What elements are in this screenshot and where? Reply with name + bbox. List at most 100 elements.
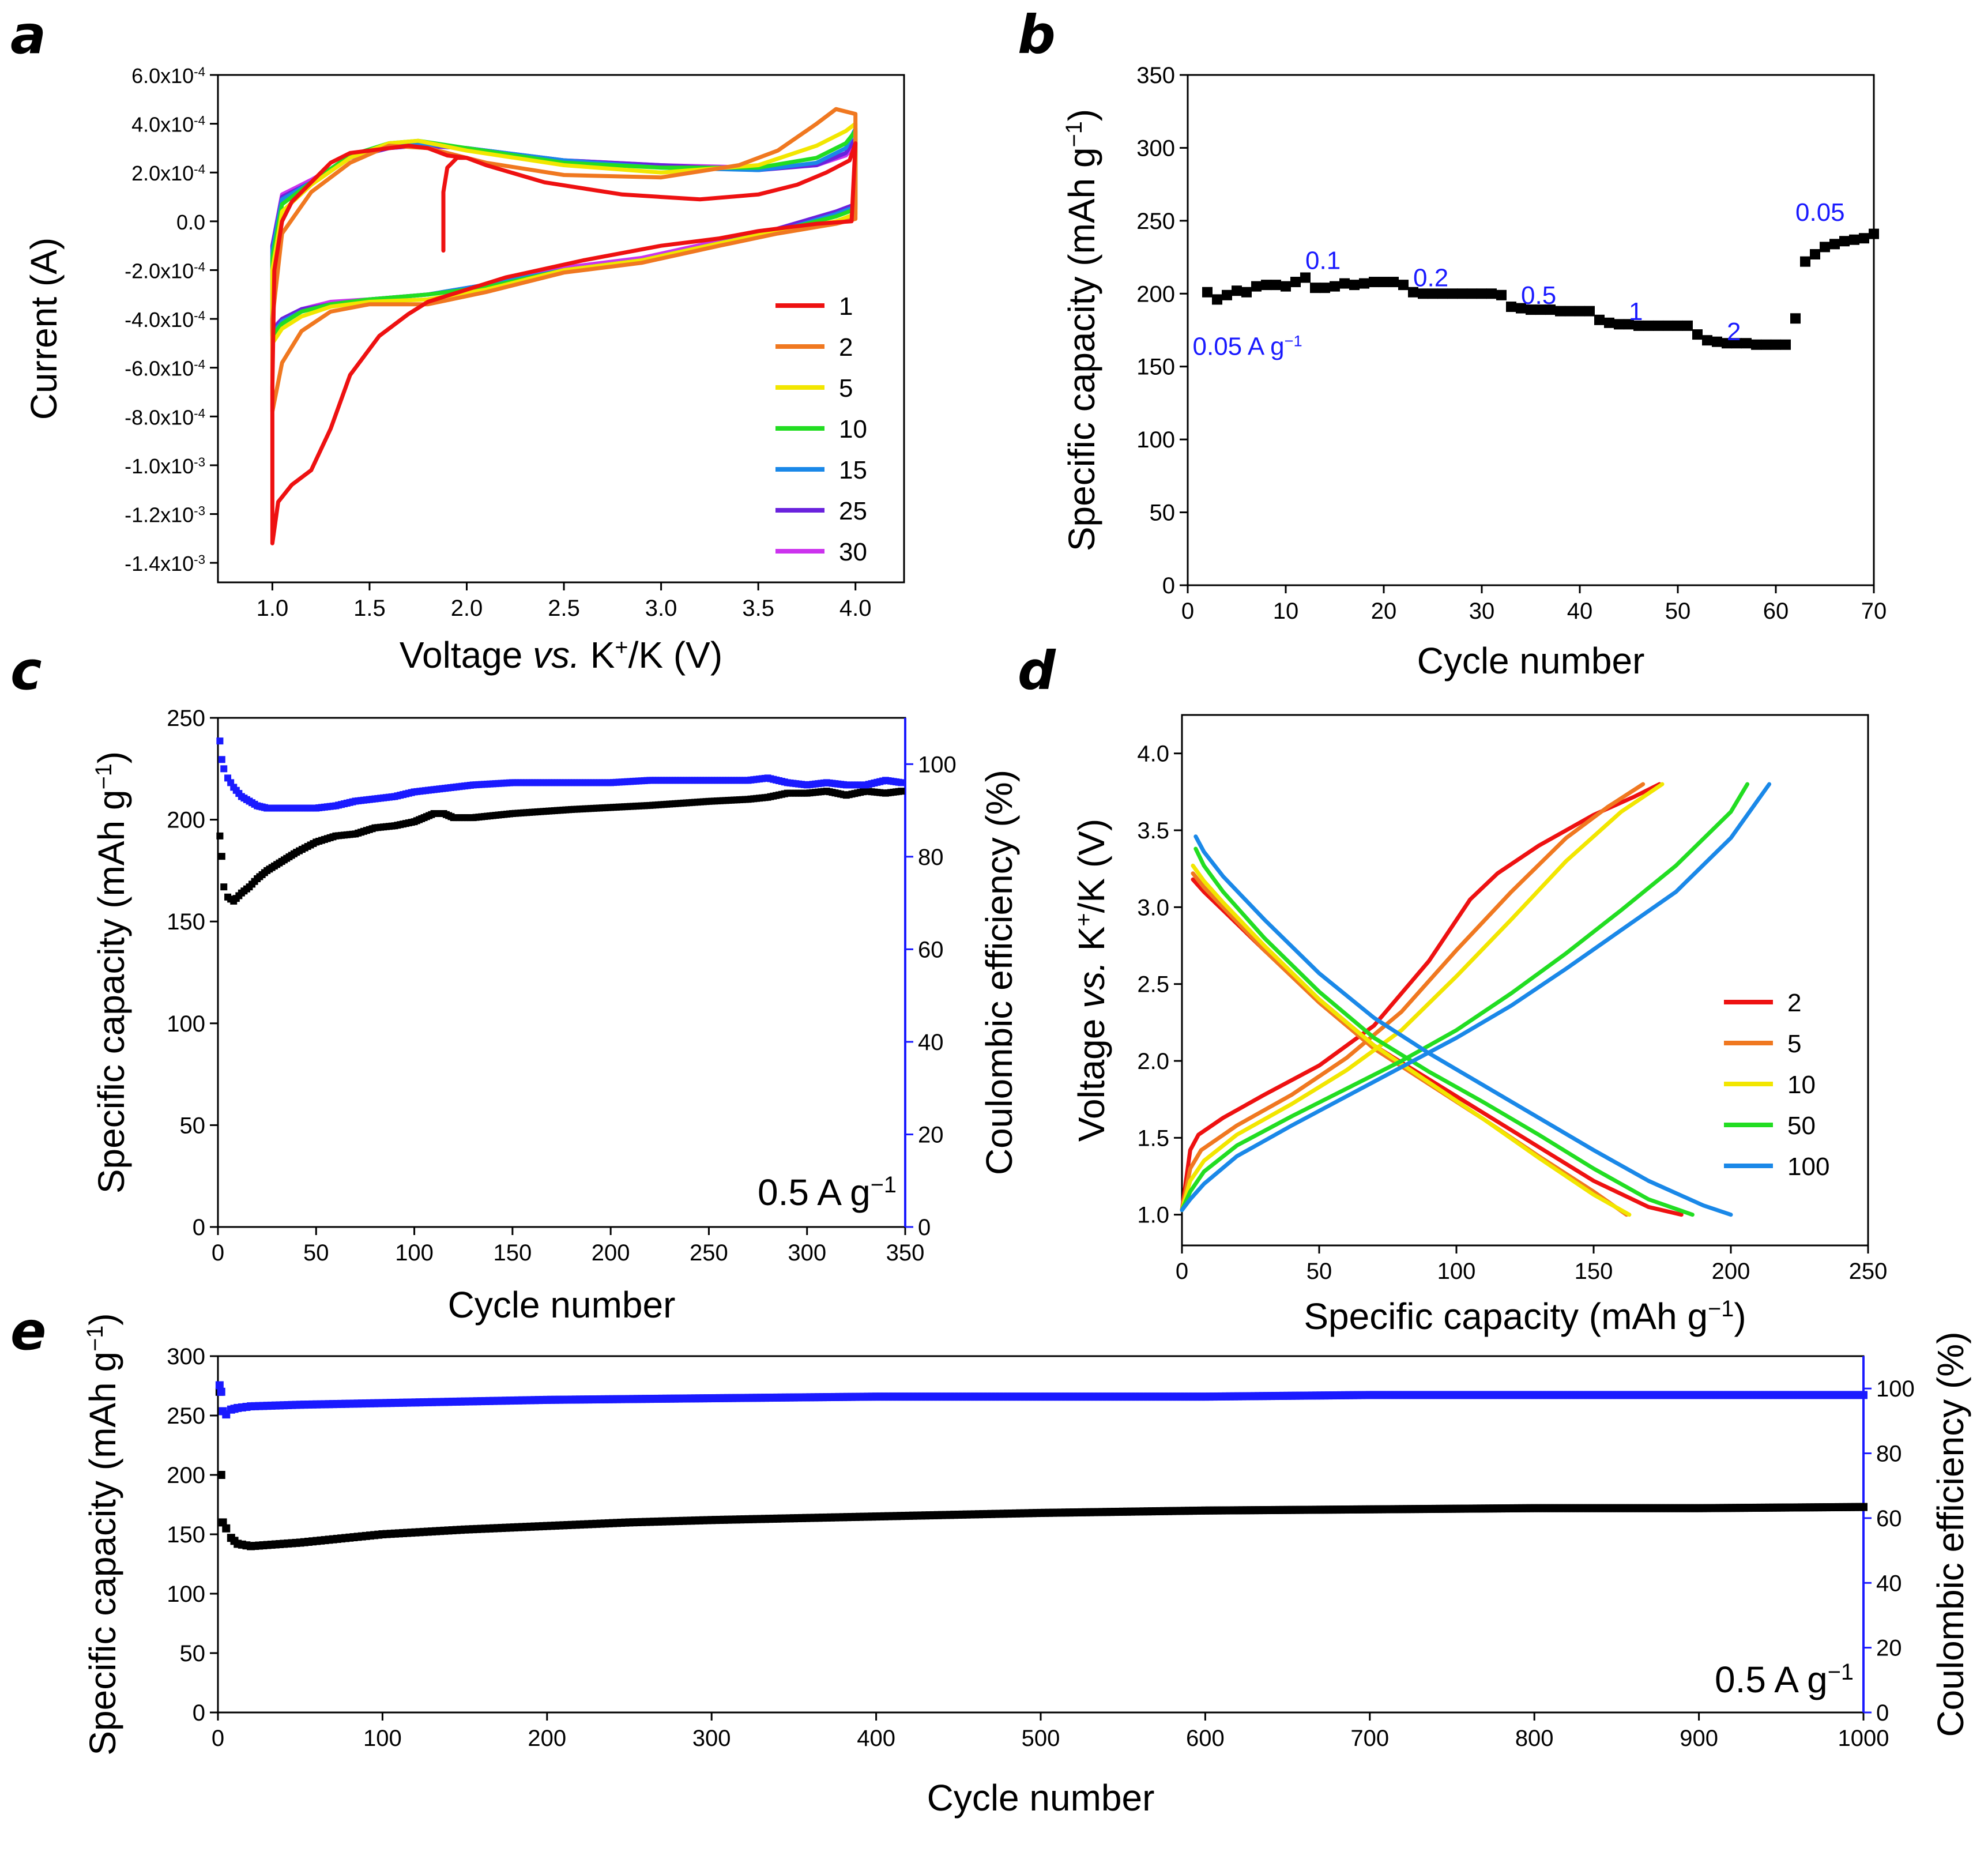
b-xtick-label: 30 [1469, 598, 1495, 624]
y2-axis-label-c: Coulombic efficiency (%) [978, 770, 1020, 1175]
capacity-point-e [217, 1471, 225, 1479]
rate-point [1565, 306, 1575, 317]
cv-curve-1 [270, 141, 858, 545]
c-xtick-label: 150 [493, 1240, 532, 1266]
rate-point [1535, 304, 1546, 315]
rate-annotation-b: 1 [1629, 298, 1643, 326]
ce-point-e [1859, 1391, 1867, 1399]
rate-point [1800, 256, 1810, 267]
d-ytick-label: 1.0 [1137, 1203, 1169, 1228]
d-xtick-label: 50 [1306, 1259, 1332, 1284]
charge-curve-10 [1180, 782, 1665, 1213]
rate-point [1437, 288, 1448, 299]
d-xtick-label: 100 [1437, 1259, 1476, 1284]
capacity-point-c [216, 832, 224, 840]
discharge-curve-10 [1191, 863, 1632, 1217]
y-axis-label-b: Specific capacity (mAh g−1) [1061, 109, 1102, 551]
rate-point [1692, 329, 1703, 340]
rate-point [1330, 281, 1340, 292]
a-ytick-label: -2.0x10-4 [125, 259, 205, 283]
x-axis-label-b: Cycle number [1417, 640, 1645, 682]
rate-point [1829, 239, 1840, 250]
d-xtick-label: 0 [1176, 1259, 1188, 1284]
chart-panel-b: 0 10 20 30 40 50 60 70 0 50 100 150 200 250 300 350 Cycl… [1061, 63, 1887, 682]
d-ytick-label: 3.5 [1137, 818, 1169, 844]
rate-point [1771, 339, 1781, 350]
a-xtick-label: 4.0 [839, 596, 872, 621]
x-axis-label-e: Cycle number [927, 1777, 1155, 1819]
e-ytick-label: 0 [193, 1700, 205, 1726]
e-y2tick-label: 100 [1876, 1376, 1915, 1402]
b-xtick-label: 50 [1665, 598, 1691, 624]
charge-curve-50 [1180, 782, 1750, 1213]
d-xtick-label: 250 [1849, 1259, 1888, 1284]
charge-curve-5 [1180, 782, 1646, 1213]
y-axis-label-a: Current (A) [23, 238, 65, 420]
rate-point [1408, 287, 1418, 298]
rate-point [1477, 288, 1487, 299]
legend-label-a-5: 5 [839, 374, 853, 402]
c-y2tick-label: 40 [918, 1030, 944, 1055]
rate-point [1663, 320, 1673, 331]
x-axis-label-c: Cycle number [448, 1284, 676, 1326]
c-ytick-label: 150 [167, 909, 205, 935]
rate-point [1379, 277, 1389, 288]
e-ytick-label: 300 [167, 1344, 205, 1369]
rate-annotation-b: 0.1 [1305, 246, 1341, 274]
b-ytick-label: 300 [1136, 135, 1175, 161]
rate-point [1271, 280, 1281, 291]
rate-annotation-b: 0.05 A g−1 [1193, 332, 1302, 361]
c-xtick-label: 200 [592, 1240, 630, 1266]
rate-point [1673, 320, 1683, 331]
rate-point [1222, 289, 1232, 300]
rate-point [1712, 336, 1722, 347]
rate-point [1584, 306, 1595, 317]
e-y2tick-label: 40 [1876, 1571, 1902, 1596]
rate-point [1506, 302, 1516, 313]
rate-point [1653, 320, 1663, 331]
discharge-curve-100 [1193, 834, 1733, 1217]
cv-curve-2 [270, 107, 858, 414]
panel-label-e: e [10, 1300, 46, 1362]
capacity-point-c [898, 788, 905, 795]
rate-point [1251, 281, 1262, 292]
rate-annotation-b: 0.05 [1795, 198, 1845, 227]
e-xtick-label: 1000 [1838, 1726, 1889, 1751]
rate-point [1820, 242, 1830, 253]
b-xtick-label: 20 [1371, 598, 1397, 624]
d-xtick-label: 150 [1575, 1259, 1613, 1284]
c-xtick-label: 100 [395, 1240, 434, 1266]
y-axis-label-d: Voltage vs. K+/K (V) [1071, 819, 1112, 1142]
d-ytick-label: 2.0 [1137, 1049, 1169, 1074]
c-y2tick-label: 0 [918, 1215, 931, 1240]
rate-point [1751, 339, 1761, 350]
panel-label-a: a [10, 4, 46, 66]
e-xtick-label: 900 [1680, 1726, 1718, 1751]
e-y2tick-label: 20 [1876, 1636, 1902, 1661]
a-ytick-label: 2.0x10-4 [131, 161, 205, 185]
x-axis-label-a: Voltage vs. K+/K (V) [400, 634, 722, 676]
chart-panel-e: 0 100 200 300 400 500 600 700 800 900 100005010015… [82, 1313, 1971, 1819]
capacity-point-e [222, 1524, 231, 1533]
b-ytick-label: 350 [1136, 63, 1175, 88]
rate-point [1859, 233, 1869, 244]
rate-point [1643, 320, 1654, 331]
rate-point [1359, 278, 1369, 289]
b-xtick-label: 0 [1181, 598, 1194, 624]
a-ytick-label: -8.0x10-4 [125, 405, 205, 429]
rate-point [1761, 339, 1771, 350]
rate-point [1290, 277, 1301, 288]
legend-label-a-25: 25 [839, 497, 867, 525]
x-axis-label-d: Specific capacity (mAh g−1) [1304, 1296, 1746, 1337]
rate-point [1682, 320, 1693, 331]
discharge-curve-5 [1191, 871, 1629, 1217]
a-xtick-label: 1.5 [353, 596, 386, 621]
c-y2tick-label: 100 [918, 752, 957, 777]
e-ytick-label: 250 [167, 1403, 205, 1429]
b-ytick-label: 150 [1136, 355, 1175, 380]
rate-point [1300, 272, 1311, 283]
discharge-curve-50 [1193, 846, 1695, 1217]
legend-label-d-5: 5 [1787, 1030, 1801, 1058]
e-y2tick-label: 60 [1876, 1506, 1902, 1531]
